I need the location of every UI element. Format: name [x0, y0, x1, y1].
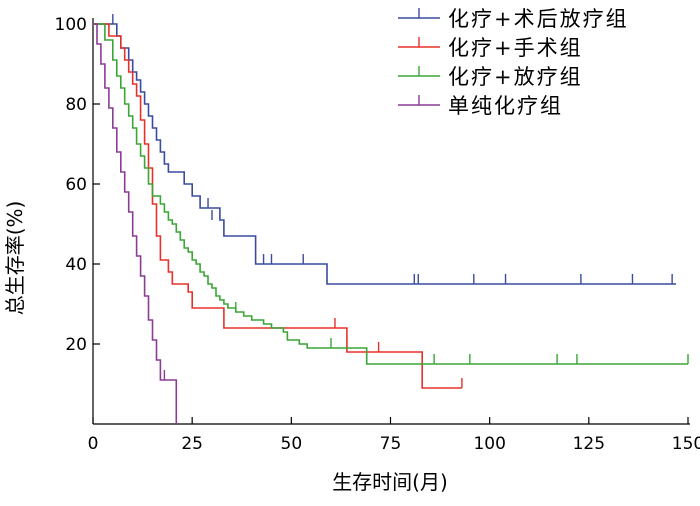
y-tick-label: 20 — [65, 335, 87, 355]
series-1 — [93, 14, 677, 285]
series-3 — [93, 23, 689, 365]
x-tick-label: 100 — [473, 434, 505, 454]
y-tick-label: 80 — [65, 95, 87, 115]
x-tick-label: 50 — [281, 434, 303, 454]
x-axis-label: 生存时间(月) — [332, 470, 448, 494]
y-axis-label: 总生存率(%) — [3, 201, 27, 316]
legend-label: 单纯化疗组 — [448, 94, 563, 118]
legend-item-2: 化疗+手术组 — [398, 36, 583, 60]
survival-curve — [93, 23, 688, 365]
legend-label: 化疗+术后放疗组 — [448, 7, 629, 31]
survival-curve — [93, 23, 178, 424]
legend-item-1: 化疗+术后放疗组 — [398, 7, 629, 31]
x-tick-label: 75 — [380, 434, 402, 454]
series-4 — [93, 23, 178, 424]
y-tick-label: 100 — [55, 15, 87, 35]
y-tick-label: 60 — [65, 175, 87, 195]
legend-item-4: 单纯化疗组 — [398, 94, 563, 118]
legend-label: 化疗+放疗组 — [448, 65, 583, 89]
legend-label: 化疗+手术组 — [448, 36, 583, 60]
x-tick-label: 0 — [88, 434, 99, 454]
survival-curve — [93, 23, 677, 285]
series-2 — [93, 23, 463, 389]
y-tick-label: 40 — [65, 255, 87, 275]
legend-item-3: 化疗+放疗组 — [398, 65, 583, 89]
x-tick-label: 25 — [181, 434, 203, 454]
survival-curve — [93, 23, 462, 389]
x-tick-label: 150 — [672, 434, 700, 454]
x-tick-label: 125 — [573, 434, 605, 454]
